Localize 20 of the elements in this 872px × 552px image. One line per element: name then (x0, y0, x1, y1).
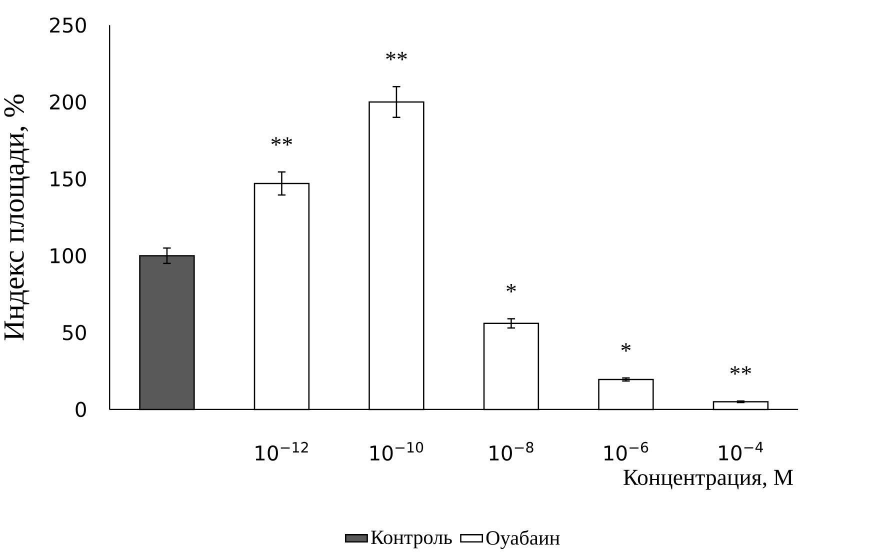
annotation: ** (386, 52, 407, 60)
y-tick-label: 0 (76, 402, 86, 418)
x-tick-label: 10$^{−12}$ (256, 442, 308, 461)
x-axis-title: Концентрация, М (624, 470, 793, 490)
y-tick-label: 200 (50, 94, 86, 110)
annotation: * (506, 284, 516, 293)
x-tick-label: 10$^{−4}$ (719, 442, 763, 461)
y-tick-label: 150 (50, 171, 86, 187)
x-tick-label: 10$^{−8}$ (490, 442, 534, 461)
y-tick-label: 100 (50, 248, 86, 264)
legend-label: Контроль (371, 530, 452, 549)
annotation: ** (730, 366, 752, 375)
annotation: * (621, 343, 631, 352)
y-axis-title: Индекс площади, % (4, 94, 30, 340)
legend-label: Оуабаин (486, 530, 560, 550)
y-tick-label: 250 (50, 18, 86, 33)
y-tick-label: 50 (63, 325, 86, 340)
x-tick-label: 10$^{−10}$ (370, 442, 424, 461)
x-tick-label: 10$^{−6}$ (604, 442, 648, 461)
annotation: ** (271, 137, 292, 146)
